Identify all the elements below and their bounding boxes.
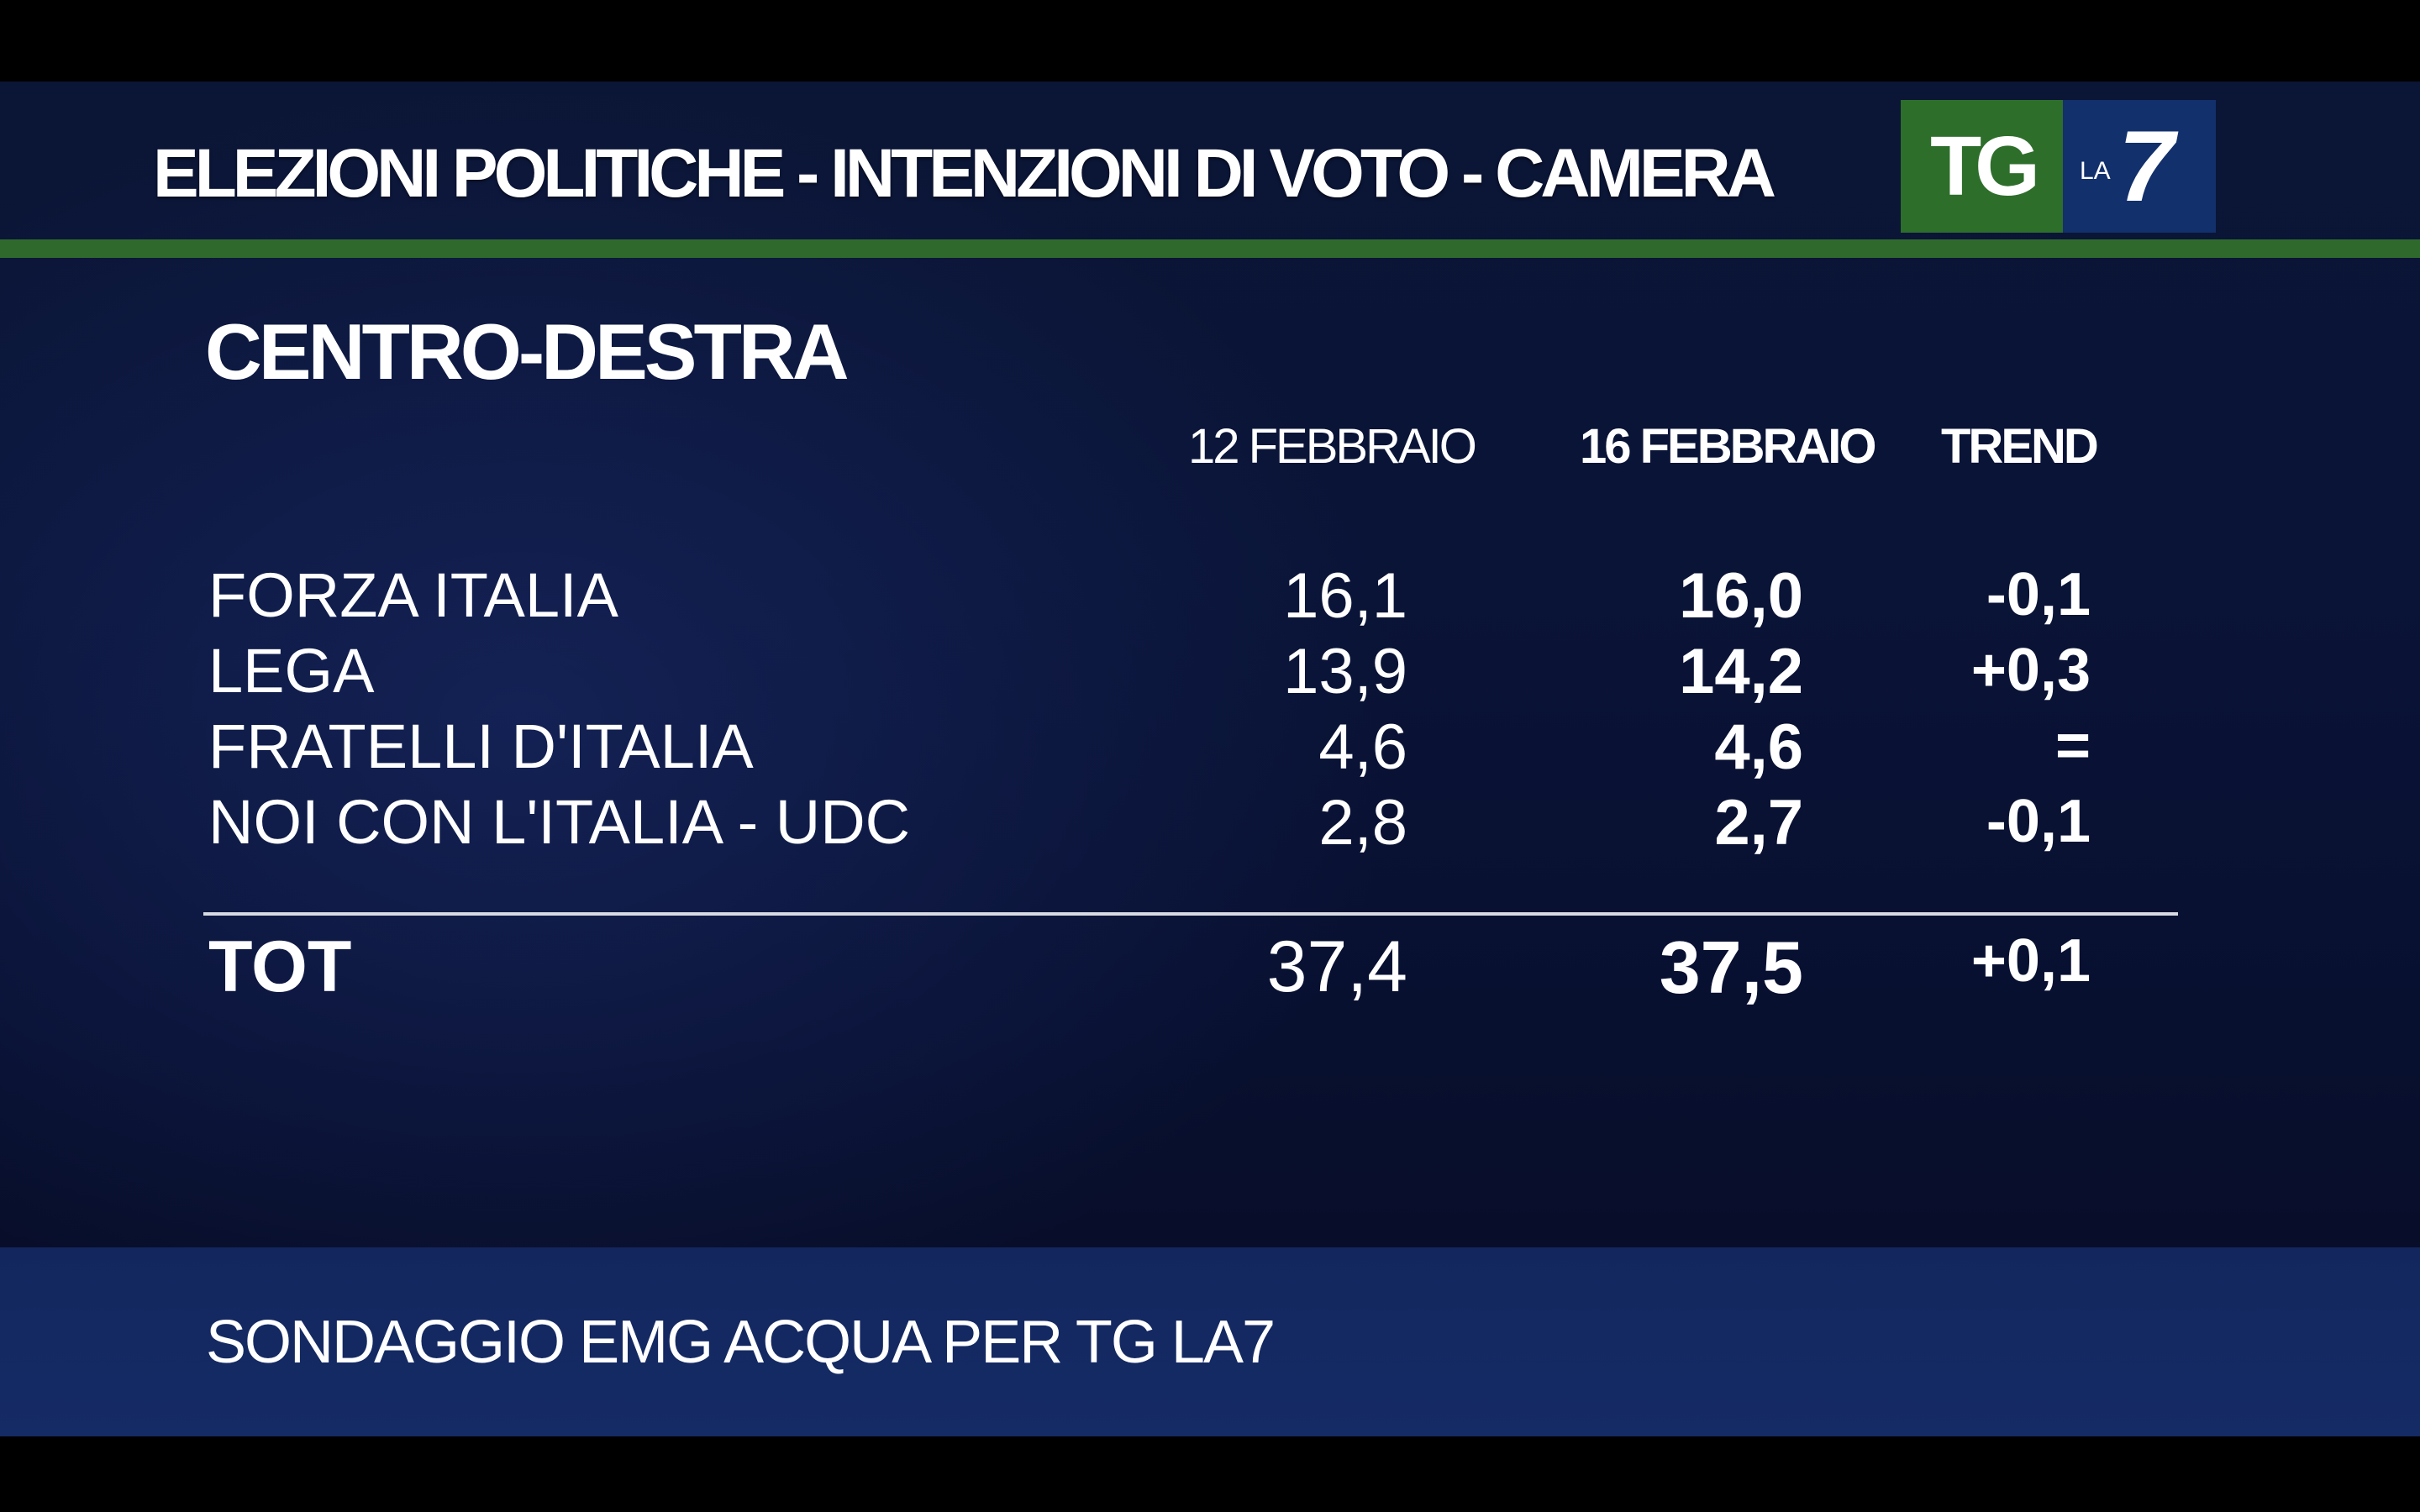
table-row: NOI CON L'ITALIA - UDC 2,8 2,7 -0,1 xyxy=(0,791,2420,867)
column-header-12-feb: 12 FEBBRAIO xyxy=(1188,419,1477,474)
value-16-feb: 14,2 xyxy=(1679,636,1803,707)
table-row: FORZA ITALIA 16,1 16,0 -0,1 xyxy=(0,564,2420,640)
logo-tg: TG xyxy=(1901,100,2063,233)
party-name: NOI CON L'ITALIA - UDC xyxy=(208,787,911,857)
footer-band xyxy=(0,1247,2420,1436)
table-row: FRATELLI D'ITALIA 4,6 4,6 = xyxy=(0,716,2420,791)
value-16-feb: 16,0 xyxy=(1679,560,1803,632)
footer-source: SONDAGGIO EMG ACQUA PER TG LA7 xyxy=(206,1309,1276,1376)
logo-la7: LA 7 xyxy=(2063,100,2216,233)
trend-value: = xyxy=(2054,712,2091,780)
trend-value: +0,3 xyxy=(1970,637,2091,704)
logo-seven: 7 xyxy=(2118,110,2175,223)
trend-value: -0,1 xyxy=(1986,561,2091,628)
value-16-feb: 4,6 xyxy=(1714,711,1803,783)
column-header-trend: TREND xyxy=(1941,419,2099,474)
party-name: FRATELLI D'ITALIA xyxy=(208,711,754,781)
logo-la: LA xyxy=(2080,157,2111,185)
value-12-feb: 4,6 xyxy=(1318,711,1407,783)
party-name: FORZA ITALIA xyxy=(208,560,618,630)
tg-la7-logo: TG LA 7 xyxy=(1901,100,2216,233)
total-trend: +0,1 xyxy=(1970,927,2091,995)
total-label: TOT xyxy=(208,927,352,1007)
value-12-feb: 13,9 xyxy=(1283,636,1407,707)
column-header-16-feb: 16 FEBBRAIO xyxy=(1580,419,1877,474)
table-row: LEGA 13,9 14,2 +0,3 xyxy=(0,640,2420,716)
value-12-feb: 16,1 xyxy=(1283,560,1407,632)
section-title: CENTRO-DESTRA xyxy=(205,307,850,396)
total-divider xyxy=(203,912,2178,916)
broadcast-frame xyxy=(0,81,2420,1436)
party-name: LEGA xyxy=(208,636,375,706)
total-12-feb: 37,4 xyxy=(1266,927,1407,1007)
header-title: ELEZIONI POLITICHE - INTENZIONI DI VOTO … xyxy=(153,135,1776,212)
trend-value: -0,1 xyxy=(1986,788,2091,855)
value-16-feb: 2,7 xyxy=(1714,787,1803,858)
total-16-feb: 37,5 xyxy=(1659,926,1803,1009)
header-green-rule xyxy=(0,239,2420,258)
total-row: TOT 37,4 37,5 +0,1 xyxy=(0,931,2420,1006)
value-12-feb: 2,8 xyxy=(1318,787,1407,858)
